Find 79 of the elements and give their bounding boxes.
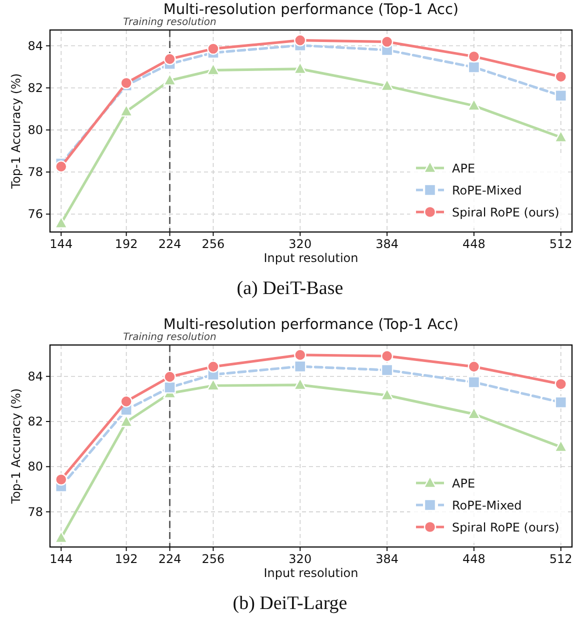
x-tick-label: 224: [158, 237, 182, 251]
text: (b) DeiT-Large: [232, 593, 348, 614]
chart-title: Multi-resolution performance (Top-1 Acc): [163, 2, 459, 18]
x-tick-label: 192: [114, 237, 138, 251]
legend-label: Spiral RoPE (ours): [452, 206, 560, 220]
y-tick-label: 82: [28, 414, 43, 429]
legend-label: APE: [452, 476, 476, 490]
x-tick-label: 320: [288, 237, 312, 251]
y-tick-label: 82: [28, 80, 43, 95]
ref-line-label: Training resolution: [123, 17, 216, 28]
point: [294, 360, 306, 373]
point: [468, 376, 480, 388]
point: [554, 396, 567, 408]
x-axis-title: Input resolution: [264, 566, 358, 580]
point: [554, 70, 567, 83]
legend-label: Spiral RoPE (ours): [452, 520, 560, 534]
point: [163, 73, 176, 86]
text: (a) DeiT-Base: [236, 278, 344, 299]
y-axis-title: Top-1 Accuracy (%): [9, 388, 23, 505]
y-tick-label: 80: [28, 122, 43, 137]
point: [54, 530, 68, 544]
y-tick-label: 76: [28, 207, 43, 222]
point: [164, 381, 176, 394]
legend-label: RoPE-Mixed: [452, 184, 522, 198]
point: [207, 42, 220, 55]
y-tick-label: 84: [28, 38, 43, 53]
point: [206, 378, 220, 391]
point: [120, 395, 132, 408]
chart-title: Multi-resolution performance (Top-1 Acc): [163, 317, 459, 333]
x-tick-label: 256: [202, 237, 225, 251]
y-axis-title: Top-1 Accuracy (%): [9, 73, 23, 190]
point: [120, 104, 133, 117]
x-tick-label: 224: [158, 552, 182, 566]
x-tick-label: 256: [202, 552, 225, 566]
x-tick-label: 512: [549, 237, 572, 251]
point: [554, 440, 568, 452]
y-tick-label: 84: [28, 369, 43, 384]
x-tick-label: 448: [462, 237, 486, 251]
x-axis-title: Input resolution: [264, 251, 358, 265]
point: [207, 360, 220, 373]
point: [554, 130, 568, 142]
x-tick-label: 144: [50, 237, 73, 251]
point: [54, 216, 68, 228]
point: [554, 378, 567, 390]
point: [554, 90, 567, 102]
point: [380, 36, 394, 48]
ref-line-label: Training resolution: [123, 332, 216, 343]
point: [380, 350, 394, 362]
x-tick-label: 384: [376, 552, 398, 566]
point: [294, 348, 306, 362]
y-tick-label: 78: [28, 165, 43, 180]
point: [380, 78, 394, 92]
point: [294, 62, 307, 74]
point: [294, 378, 307, 390]
point: [164, 370, 176, 383]
x-tick-label: 512: [549, 552, 572, 566]
point: [467, 98, 481, 111]
point: [380, 364, 394, 376]
point: [120, 414, 133, 428]
point: [467, 406, 481, 420]
y-tick-label: 78: [28, 504, 43, 519]
legend-label: APE: [452, 162, 476, 176]
y-tick-label: 80: [28, 460, 43, 474]
point: [55, 160, 68, 173]
x-tick-label: 320: [288, 552, 312, 566]
x-tick-label: 384: [376, 237, 398, 251]
point: [468, 360, 480, 373]
point: [55, 473, 68, 486]
x-tick-label: 192: [114, 552, 138, 566]
legend-label: RoPE-Mixed: [452, 498, 522, 512]
point: [468, 61, 480, 74]
point: [206, 63, 220, 76]
x-tick-label: 144: [50, 552, 73, 566]
point: [164, 52, 176, 66]
x-tick-label: 448: [462, 552, 486, 566]
point: [294, 34, 306, 46]
point: [120, 76, 132, 90]
point: [468, 50, 480, 63]
point: [380, 388, 394, 400]
